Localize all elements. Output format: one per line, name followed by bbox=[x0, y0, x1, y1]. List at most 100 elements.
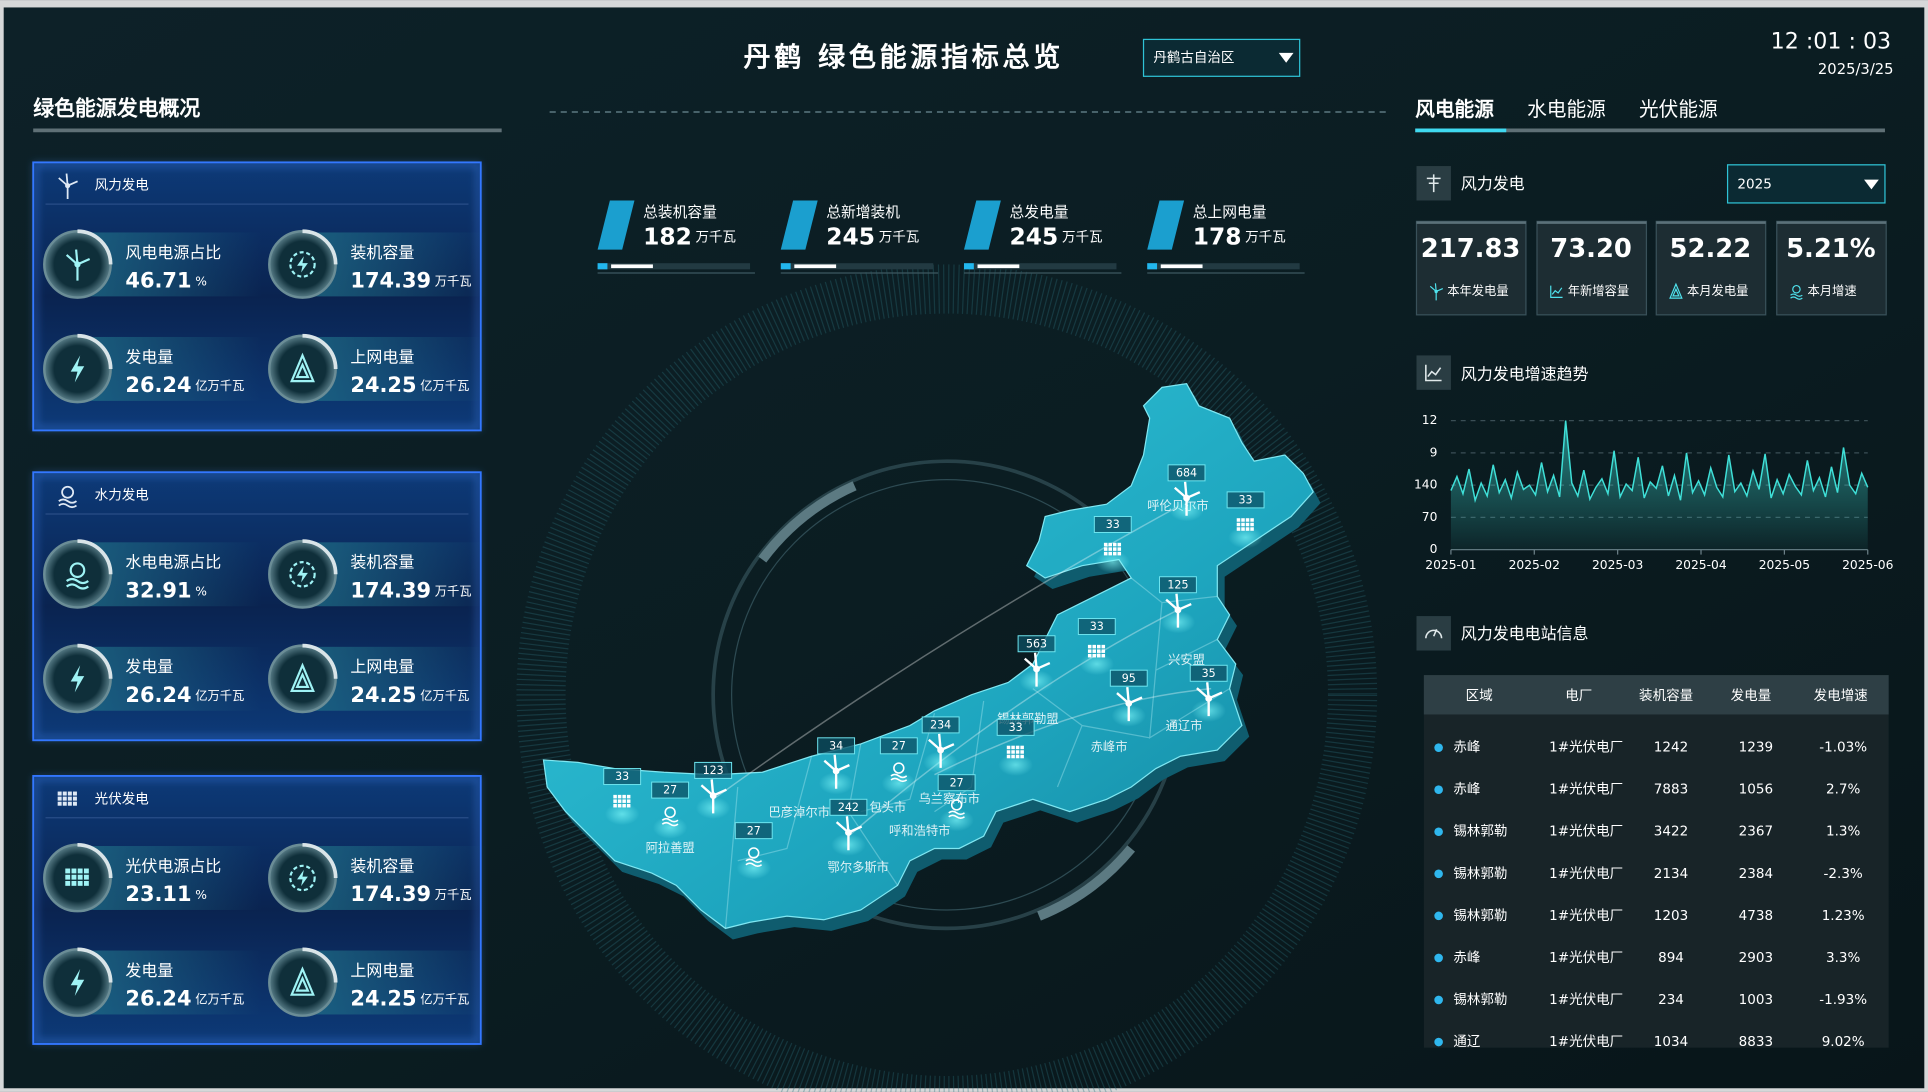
table-header: 发电量 bbox=[1731, 688, 1772, 704]
table-cell: 赤峰 bbox=[1453, 782, 1481, 798]
unit: 万千瓦 bbox=[435, 888, 472, 902]
row-dot bbox=[1434, 743, 1443, 752]
marker-value: 33 bbox=[1090, 620, 1104, 633]
icon-shape bbox=[1096, 649, 1101, 653]
tab[interactable]: 光伏能源 bbox=[1639, 98, 1718, 121]
icon-shape bbox=[62, 796, 67, 801]
y-tick-label: 9 bbox=[1430, 445, 1438, 459]
icon-shape bbox=[65, 868, 71, 874]
table-cell: 1#光伏电厂 bbox=[1549, 824, 1623, 840]
icon bbox=[289, 864, 316, 892]
map-ring bbox=[516, 264, 1378, 1092]
table-cell: 1#光伏电厂 bbox=[1549, 1034, 1623, 1050]
icon-shape bbox=[626, 794, 631, 799]
marker-value: 27 bbox=[663, 784, 677, 797]
icon bbox=[928, 733, 955, 768]
icon-shape bbox=[613, 799, 617, 803]
year-dropdown[interactable] bbox=[1726, 164, 1886, 204]
region-name: 通辽市 bbox=[1166, 718, 1203, 733]
icon-shape bbox=[1196, 682, 1223, 717]
icon-shape bbox=[77, 868, 83, 874]
icon-shape bbox=[1015, 754, 1020, 759]
marker-value: 27 bbox=[950, 776, 964, 789]
unit: % bbox=[195, 584, 207, 598]
icon-shape bbox=[950, 799, 963, 811]
icon-shape bbox=[1245, 527, 1250, 531]
icon-shape bbox=[1101, 644, 1106, 649]
table-cell: 锡林郭勒 bbox=[1453, 823, 1507, 840]
year-select-text: 2025 bbox=[1737, 177, 1771, 193]
row-dot bbox=[1434, 1037, 1443, 1047]
metric-ring-arc bbox=[302, 643, 338, 679]
region-name: 兴安盟 bbox=[1168, 652, 1205, 667]
icon-shape bbox=[1101, 653, 1106, 658]
marker-tag bbox=[1167, 464, 1206, 482]
tab[interactable]: 风电能源 bbox=[1415, 98, 1494, 121]
icon-shape bbox=[1020, 745, 1024, 750]
table-header: 电厂 bbox=[1565, 688, 1592, 704]
icon-shape bbox=[297, 869, 308, 887]
icon-shape bbox=[1205, 695, 1213, 702]
icon-shape bbox=[1245, 522, 1250, 527]
icon-shape bbox=[1125, 699, 1133, 707]
icon-shape bbox=[845, 829, 852, 836]
y-tick-label: 0 bbox=[1430, 542, 1438, 556]
value-text: 46.71% bbox=[125, 269, 206, 293]
kpi-box bbox=[1655, 220, 1767, 316]
table-cell: 1.3% bbox=[1826, 824, 1860, 840]
metric-ring-arc bbox=[302, 229, 338, 265]
stat-label: 总装机容量 bbox=[643, 204, 717, 221]
icon-shape bbox=[1087, 649, 1092, 653]
x-tick-label: 2025-04 bbox=[1675, 558, 1727, 572]
value-text: 24.25 亿万千瓦 bbox=[350, 683, 469, 707]
icon-shape bbox=[622, 803, 626, 808]
table-cell: 1242 bbox=[1654, 740, 1688, 756]
table-cell: 2367 bbox=[1739, 824, 1773, 840]
value: 23.11 bbox=[125, 882, 191, 906]
icon-shape bbox=[1174, 606, 1182, 614]
icon-shape bbox=[1165, 593, 1192, 628]
icon-shape bbox=[1096, 644, 1101, 649]
table-cell: 2134 bbox=[1654, 866, 1688, 882]
icon-shape bbox=[617, 799, 622, 803]
unit: % bbox=[195, 888, 207, 902]
icon-shape bbox=[1425, 629, 1443, 639]
marker-tag bbox=[921, 716, 960, 734]
table-cell: 1#光伏电厂 bbox=[1549, 740, 1623, 756]
icon-shape bbox=[1020, 754, 1024, 759]
icon-shape bbox=[57, 791, 62, 796]
icon-shape bbox=[67, 791, 72, 796]
icon-shape bbox=[70, 355, 85, 383]
metric-ring-arc bbox=[77, 333, 113, 370]
region-dropdown[interactable] bbox=[1142, 38, 1301, 77]
icon-shape bbox=[1236, 522, 1241, 527]
icon-shape bbox=[1116, 687, 1143, 722]
page-title: 丹鹤 绿色能源指标总览 bbox=[744, 42, 1064, 74]
icon-shape bbox=[1790, 293, 1803, 300]
marker-value: 34 bbox=[829, 739, 843, 752]
icon-shape bbox=[1096, 653, 1101, 658]
table-header: 区域 bbox=[1466, 688, 1493, 704]
table-cell: -2.3% bbox=[1824, 866, 1863, 882]
icon-shape bbox=[1108, 551, 1112, 556]
tab[interactable]: 水电能源 bbox=[1527, 98, 1606, 121]
table-cell: 3.3% bbox=[1826, 950, 1860, 966]
icon-shape bbox=[70, 968, 85, 997]
stat-track bbox=[1147, 263, 1300, 270]
header-icon-box bbox=[1416, 616, 1451, 651]
icon-shape bbox=[289, 561, 316, 588]
stat-track bbox=[964, 263, 1117, 270]
stat-fill bbox=[1160, 264, 1203, 269]
icon bbox=[290, 966, 315, 996]
value-text: 174.39 万千瓦 bbox=[350, 269, 471, 293]
value: 174.39 bbox=[350, 882, 431, 906]
table-cell: 赤峰 bbox=[1453, 740, 1481, 756]
icon bbox=[1103, 542, 1122, 556]
unit: 万千瓦 bbox=[1062, 229, 1103, 245]
marker-value: 684 bbox=[1176, 466, 1197, 479]
icon bbox=[1006, 745, 1024, 759]
table-header: 装机容量 bbox=[1639, 687, 1693, 704]
kpi-box bbox=[1536, 220, 1648, 316]
icon-shape bbox=[700, 779, 727, 814]
marker-tag bbox=[694, 761, 733, 779]
